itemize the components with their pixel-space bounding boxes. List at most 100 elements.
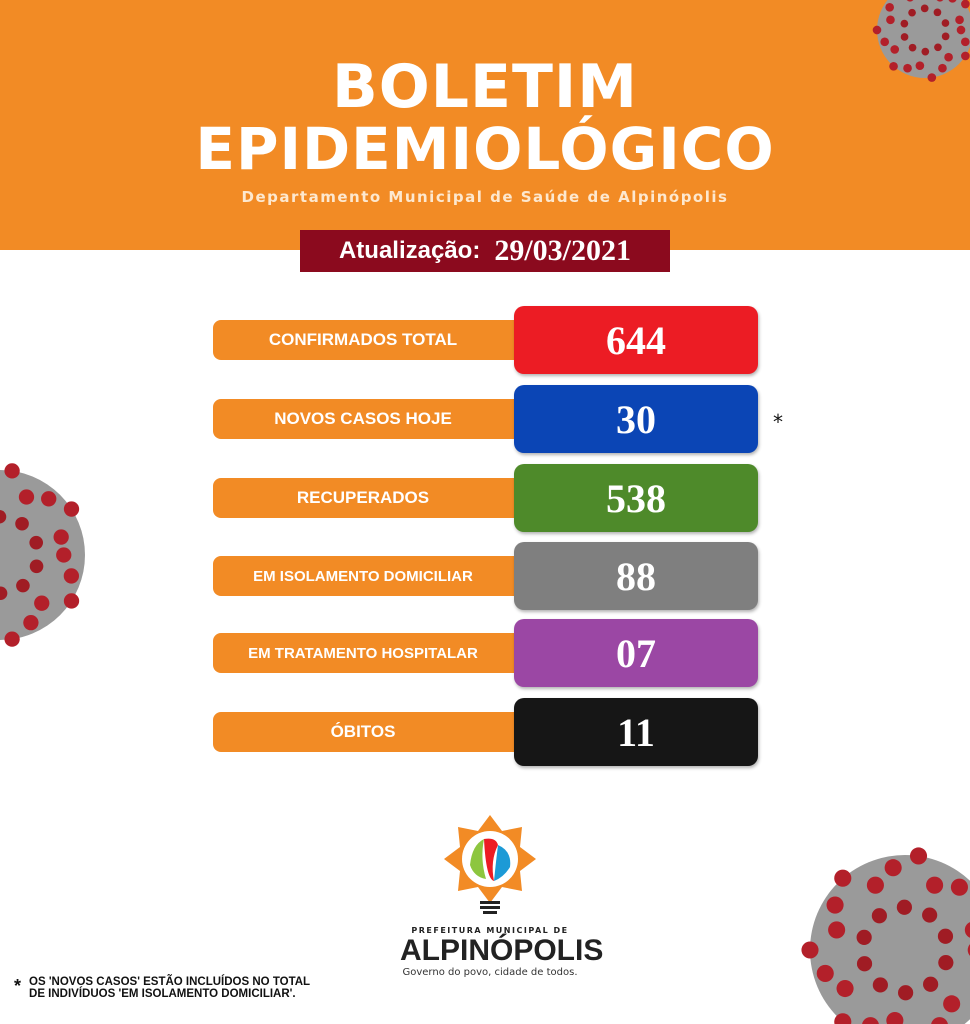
virus-spike xyxy=(967,944,970,956)
stat-row-isolamento: EM ISOLAMENTO DOMICILIAR 88 xyxy=(213,542,758,610)
update-date-box: Atualização: 29/03/2021 xyxy=(300,230,670,272)
virus-spike xyxy=(866,876,884,894)
virus-spike xyxy=(4,463,20,479)
virus-spike xyxy=(961,51,970,61)
virus-spike xyxy=(53,529,69,545)
virus-spike xyxy=(934,43,942,52)
logo-prefix: PREFEITURA MUNICIPAL DE xyxy=(411,926,569,935)
virus-spike xyxy=(63,568,80,584)
virus-spike xyxy=(872,25,882,35)
virus-spike xyxy=(4,631,20,647)
virus-spike xyxy=(0,509,7,524)
prefeitura-logo: PREFEITURA MUNICIPAL DE ALPINÓPOLIS Gove… xyxy=(400,815,604,978)
asterisk-marker: * xyxy=(773,410,783,434)
virus-spike xyxy=(834,869,852,887)
virus-image-bottom-right xyxy=(801,847,970,1024)
virus-spike xyxy=(920,4,929,13)
footnote-line1: OS 'NOVOS CASOS' ESTÃO INCLUÍDOS NO TOTA… xyxy=(29,976,311,988)
virus-spike xyxy=(943,995,961,1013)
stat-row-hospitalar: EM TRATAMENTO HOSPITALAR 07 xyxy=(213,619,758,687)
title-line1: BOLETIM xyxy=(332,52,638,122)
virus-spike xyxy=(834,1013,852,1024)
virus-spike xyxy=(933,8,942,17)
virus-spike xyxy=(900,19,909,28)
virus-body xyxy=(0,470,85,640)
footnote-line2: DE INDIVÍDUOS 'EM ISOLAMENTO DOMICILIAR'… xyxy=(29,988,296,1000)
virus-spike xyxy=(931,1017,948,1024)
virus-spike xyxy=(885,2,894,12)
logo-slogan: Governo do povo, cidade de todos. xyxy=(402,967,578,978)
header-banner xyxy=(0,0,970,250)
virus-spike xyxy=(862,1017,879,1024)
virus-spike xyxy=(903,63,912,73)
stat-value: 30 xyxy=(514,385,758,453)
stat-label: EM TRATAMENTO HOSPITALAR xyxy=(213,633,533,673)
stat-value: 538 xyxy=(514,464,758,532)
stat-row-recuperados: RECUPERADOS 538 xyxy=(213,464,758,532)
stat-row-confirmados: CONFIRMADOS TOTAL 644 xyxy=(213,306,758,374)
subtitle: Departamento Municipal de Saúde de Alpin… xyxy=(241,188,729,206)
virus-spike xyxy=(871,908,887,924)
virus-spike xyxy=(890,45,900,54)
virus-spike xyxy=(906,0,914,2)
virus-spike xyxy=(29,559,44,574)
virus-spike xyxy=(41,491,57,507)
stat-label: NOVOS CASOS HOJE xyxy=(213,399,533,439)
update-label: Atualização: xyxy=(338,237,481,264)
logo-name: ALPINÓPOLIS xyxy=(400,934,604,967)
virus-spike xyxy=(884,859,902,877)
virus-spike xyxy=(921,47,930,56)
stat-label: CONFIRMADOS TOTAL xyxy=(213,320,533,360)
virus-spike xyxy=(816,964,834,982)
virus-spike xyxy=(936,0,944,2)
virus-spike xyxy=(826,896,844,914)
virus-image-top-right xyxy=(872,0,970,82)
update-date: 29/03/2021 xyxy=(494,234,632,267)
virus-spike xyxy=(923,976,939,992)
virus-spike xyxy=(856,956,873,972)
virus-spike xyxy=(29,535,44,550)
stat-row-novos-casos: NOVOS CASOS HOJE 30 xyxy=(213,385,758,453)
stat-value: 07 xyxy=(514,619,758,687)
virus-spike xyxy=(18,489,35,505)
virus-spike xyxy=(961,0,970,9)
virus-spike xyxy=(941,32,950,41)
virus-spike xyxy=(944,52,953,62)
title-line2: EPIDEMIOLÓGICO xyxy=(195,115,775,183)
footnote: * OS 'NOVOS CASOS' ESTÃO INCLUÍDOS NO TO… xyxy=(14,976,310,1000)
virus-image-left xyxy=(0,463,85,647)
lightbulb-logo-icon xyxy=(444,815,536,914)
virus-spike xyxy=(938,955,954,971)
virus-spike xyxy=(896,899,912,915)
virus-spike xyxy=(898,985,914,1001)
virus-spike xyxy=(801,941,819,959)
stat-value: 644 xyxy=(514,306,758,374)
footnote-asterisk: * xyxy=(14,976,22,996)
virus-spike xyxy=(23,615,39,631)
virus-spike xyxy=(955,15,964,25)
virus-spike xyxy=(909,847,928,865)
virus-spike xyxy=(0,586,8,601)
virus-spike xyxy=(964,922,970,938)
virus-spike xyxy=(16,578,30,593)
virus-spike xyxy=(960,37,970,47)
virus-spike xyxy=(63,501,80,517)
virus-spike xyxy=(34,595,50,611)
virus-spike xyxy=(15,516,29,531)
virus-spike xyxy=(948,0,957,3)
virus-spike xyxy=(922,907,938,923)
virus-spike xyxy=(941,19,950,27)
virus-spike xyxy=(950,878,968,896)
virus-spike xyxy=(63,593,80,609)
virus-spike xyxy=(886,15,895,25)
virus-spike xyxy=(937,928,954,944)
stat-label: EM ISOLAMENTO DOMICILIAR xyxy=(213,556,533,596)
virus-spike xyxy=(836,979,854,998)
stat-label: ÓBITOS xyxy=(213,712,533,752)
stat-value: 11 xyxy=(514,698,758,766)
virus-spike xyxy=(908,8,916,17)
virus-spike xyxy=(889,61,898,71)
virus-spike xyxy=(927,73,937,82)
virus-spike xyxy=(938,63,947,73)
virus-spike xyxy=(828,921,846,939)
